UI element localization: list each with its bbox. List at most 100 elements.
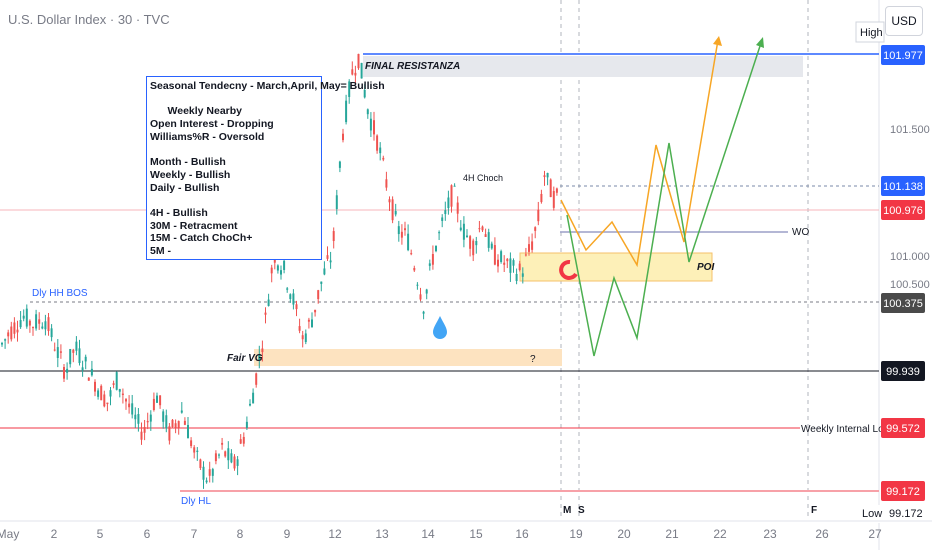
candle-body [140, 431, 143, 440]
x-tick-label: May [0, 527, 19, 541]
candle-body [376, 135, 379, 151]
candle-body [208, 469, 211, 476]
candle-body [407, 233, 410, 251]
x-tick-label: 23 [763, 527, 777, 541]
candle-body [385, 179, 388, 188]
price-tag-100976 [881, 200, 925, 220]
notes-line: 15M - Catch ChoCh+ [150, 232, 253, 245]
candle-body [81, 367, 84, 371]
notes-line: Williams%R - Oversold [150, 130, 265, 143]
date-mark-s: S [578, 505, 585, 516]
notes-line: 5M - [150, 245, 171, 258]
candle-body [38, 319, 41, 324]
candle-body [199, 459, 202, 469]
currency-button[interactable]: USD [885, 6, 923, 36]
candle-body [342, 133, 344, 141]
candle-body [146, 421, 149, 423]
x-tick-label: 22 [713, 527, 727, 541]
candle-body [267, 299, 270, 306]
price-tag-100375 [881, 293, 925, 313]
candle-body [280, 270, 282, 275]
candle-body [202, 466, 205, 480]
candle-body [444, 210, 447, 215]
candle-body [332, 231, 335, 242]
candle-body [400, 231, 403, 238]
candle-body [450, 185, 453, 207]
x-tick-label: 20 [617, 527, 631, 541]
candle-body [515, 273, 518, 282]
candle-body [456, 202, 459, 214]
candle-body [19, 320, 22, 328]
candle-body [540, 193, 543, 203]
magnet-icon [559, 259, 578, 280]
candle-body [379, 147, 382, 154]
candle-body [32, 327, 34, 329]
price-tag-101138 [881, 176, 925, 196]
arrowhead-icon [756, 37, 764, 48]
time-axis: May 2 5 6 7 8 9 12 13 14 15 16 19 20 21 22 23 26 27 [0, 527, 882, 541]
price-tag-101977 [881, 45, 925, 65]
candle-body [252, 392, 255, 404]
candle-body [35, 314, 38, 329]
candle-body [441, 217, 444, 221]
candle-body [413, 267, 416, 271]
weekly-internal-low-label: Weekly Internal Low [801, 424, 892, 435]
candle-body [345, 100, 348, 123]
candle-body [283, 260, 286, 270]
candle-body [134, 414, 137, 420]
candle-body [388, 199, 391, 203]
x-tick-label: 12 [328, 527, 342, 541]
projection-path-orange[interactable] [560, 39, 719, 268]
analysis-notes-box[interactable]: Seasonal Tendecny - March,April, May= Bu… [146, 76, 385, 260]
x-tick-label: 7 [191, 527, 198, 541]
candle-body [326, 255, 329, 259]
candle-body [404, 228, 406, 231]
candle-body [149, 414, 152, 422]
notes-line: Month - Bullish [150, 156, 226, 169]
candle-body [25, 308, 28, 327]
candle-body [531, 241, 534, 250]
candle-body [521, 273, 524, 277]
candle-body [360, 62, 363, 79]
x-tick-label: 26 [815, 527, 829, 541]
candle-body [338, 161, 341, 168]
candle-body [94, 381, 96, 392]
candle-body [484, 234, 487, 237]
candle-body [466, 235, 468, 237]
low-tag-label: Low [862, 508, 882, 520]
candle-body [156, 395, 158, 403]
candle-body [317, 290, 320, 300]
price-tag-text: 99.172 [886, 486, 920, 498]
candle-body [87, 377, 90, 381]
dly-hh-bos-label: Dly HH BOS [32, 288, 88, 299]
x-tick-label: 27 [868, 527, 882, 541]
candle-body [236, 459, 239, 466]
candle-body [497, 259, 499, 267]
candle-body [1, 342, 3, 345]
notes-line: 4H - Bullish [150, 207, 208, 220]
candle-body [382, 157, 385, 160]
candle-body [490, 243, 493, 249]
candle-body [190, 440, 193, 447]
fair-vg-label: Fair VG [227, 353, 263, 364]
candle-body [56, 347, 59, 358]
candle-body [391, 199, 394, 221]
candle-body [75, 341, 78, 351]
candle-body [276, 265, 279, 271]
final-resistance-zone[interactable] [363, 56, 803, 77]
notes-line [150, 93, 321, 106]
fair-vg-zone[interactable] [254, 349, 562, 366]
candle-body [481, 226, 484, 231]
candle-body [419, 294, 422, 300]
candle-body [304, 333, 307, 343]
candle-body [47, 317, 50, 332]
candle-body [329, 260, 332, 263]
candle-body [469, 236, 472, 249]
candle-body [106, 402, 109, 405]
candle-body [84, 356, 87, 362]
price-tag-text: 100.375 [883, 298, 923, 310]
candle-body [242, 436, 245, 444]
poi-zone[interactable] [519, 252, 713, 282]
projection-path-green[interactable] [566, 39, 763, 357]
